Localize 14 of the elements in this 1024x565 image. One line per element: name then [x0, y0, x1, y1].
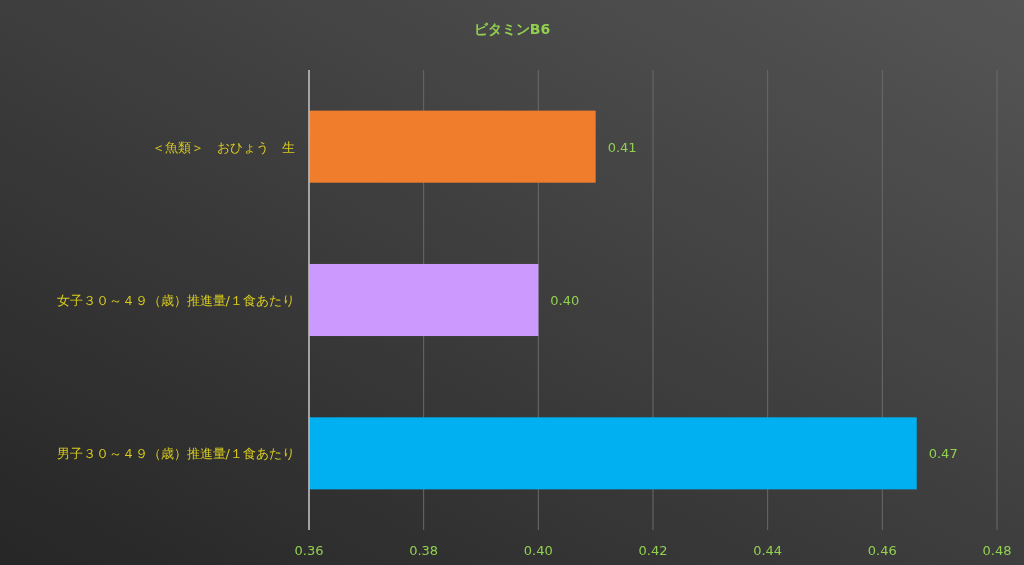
y-tick-label: ＜魚類＞ おひょう 生 [152, 139, 295, 155]
data-label: 0.40 [550, 293, 580, 308]
x-tick-label: 0.44 [753, 543, 783, 558]
x-tick-label: 0.36 [294, 543, 324, 558]
data-label: 0.41 [607, 139, 637, 155]
data-label: 0.47 [928, 446, 958, 462]
x-tick-label: 0.42 [638, 543, 668, 558]
x-tick-label: 0.38 [409, 543, 439, 558]
x-tick-label: 0.40 [523, 543, 553, 558]
y-tick-label: 女子３０～４９（歳）推進量/１食あたり [56, 293, 295, 308]
chart-title: ビタミンB6 [473, 21, 551, 37]
x-tick-label: 0.46 [867, 543, 897, 558]
y-tick-label: 男子３０～４９（歳）推進量/１食あたり [56, 446, 295, 462]
x-tick-label: 0.48 [982, 543, 1012, 558]
